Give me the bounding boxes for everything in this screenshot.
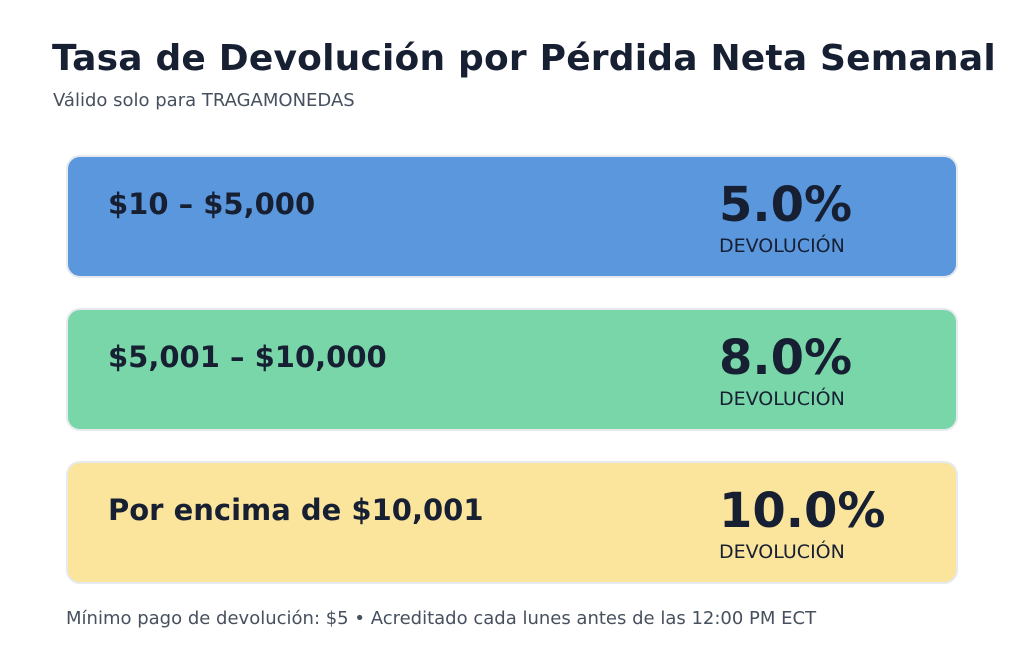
tier-card-2: $5,001 – $10,000 8.0% DEVOLUCIÓN: [66, 308, 958, 431]
tier-range-label: $5,001 – $10,000: [108, 340, 387, 374]
tier-range-label: $10 – $5,000: [108, 187, 316, 221]
tier-rate-value: 10.0%: [719, 483, 886, 539]
tier-card-1: $10 – $5,000 5.0% DEVOLUCIÓN: [66, 155, 958, 278]
tier-rate-caption: DEVOLUCIÓN: [719, 541, 845, 563]
tier-rate-caption: DEVOLUCIÓN: [719, 235, 845, 257]
tier-rate-caption: DEVOLUCIÓN: [719, 388, 845, 410]
page-title: Tasa de Devolución por Pérdida Neta Sema…: [52, 38, 996, 79]
tier-rate-value: 8.0%: [719, 330, 853, 386]
footer-note: Mínimo pago de devolución: $5 • Acredita…: [66, 608, 817, 629]
tier-range-label: Por encima de $10,001: [108, 493, 484, 527]
page-subtitle: Válido solo para TRAGAMONEDAS: [53, 90, 355, 111]
tier-rate-value: 5.0%: [719, 177, 853, 233]
tier-card-3: Por encima de $10,001 10.0% DEVOLUCIÓN: [66, 461, 958, 584]
